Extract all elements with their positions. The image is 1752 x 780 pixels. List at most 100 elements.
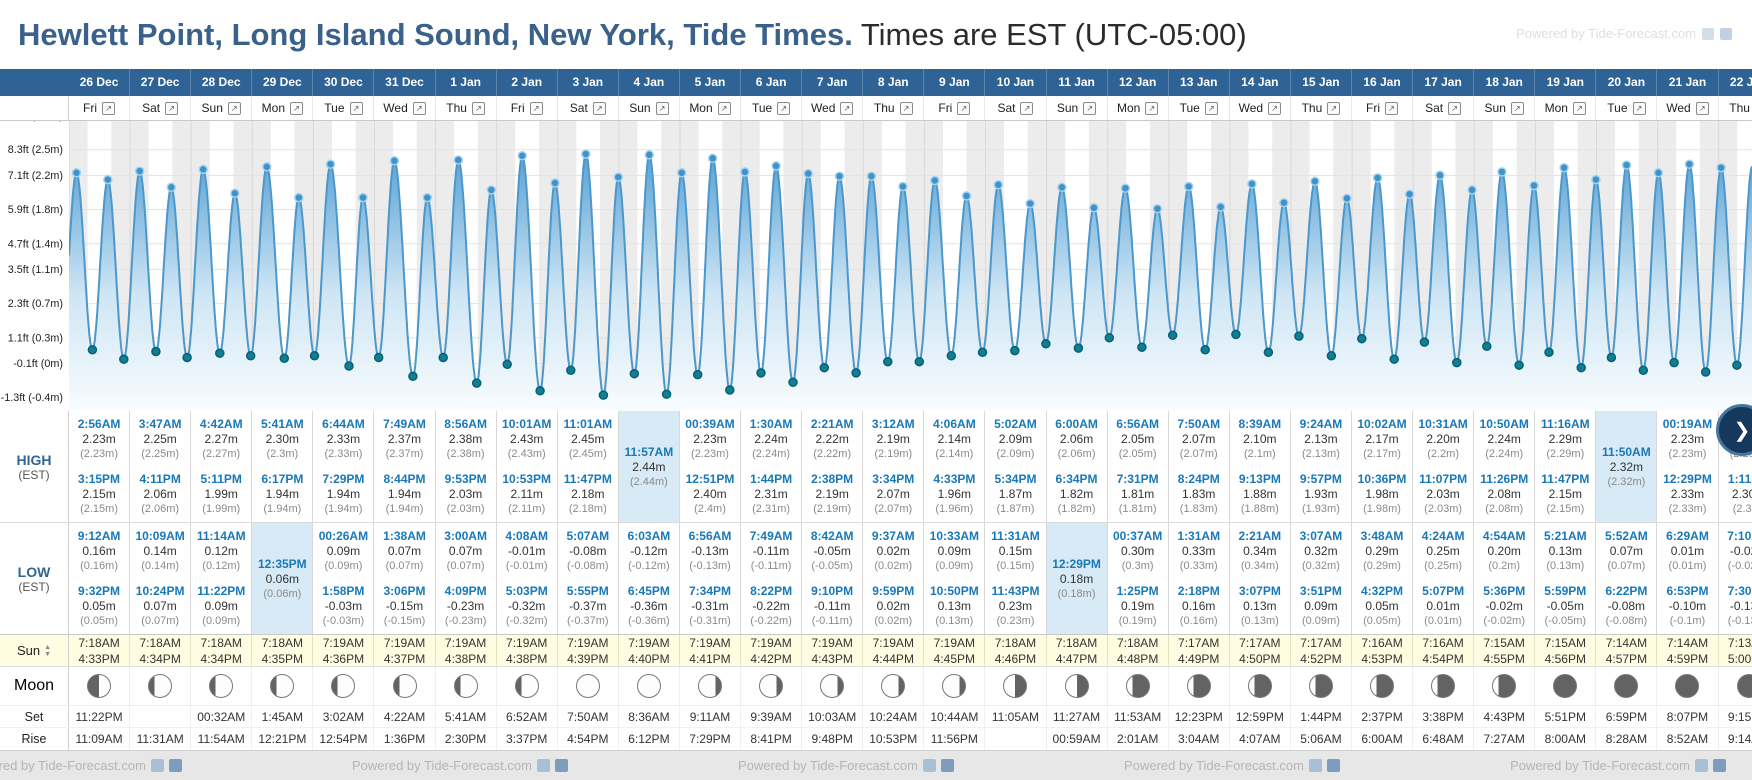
share-icon[interactable] (536, 759, 550, 772)
sunset-time: 4:57PM (1605, 652, 1648, 666)
share-icon[interactable] (554, 759, 568, 772)
sunset-time: 4:38PM (444, 652, 487, 666)
expand-day-icon[interactable]: ↗ (957, 101, 971, 115)
expand-day-icon[interactable]: ↗ (1020, 101, 1034, 115)
weekday-cell: Tue ↗ (1169, 96, 1230, 120)
expand-day-icon[interactable]: ↗ (1145, 101, 1159, 115)
tide-height-alt: (2.31m) (752, 503, 791, 516)
high-tide-entry: 6:17PM 1.94m (1.94m) (252, 467, 312, 523)
high-tide-entry: 4:11PM 2.06m (2.06m) (130, 467, 190, 523)
scroll-next-button[interactable]: ❯ (1716, 404, 1752, 456)
expand-day-icon[interactable]: ↗ (592, 101, 606, 115)
sun-cell: 7:19AM 4:43PM (802, 635, 864, 666)
low-tide-dot (1700, 367, 1711, 377)
tide-height-alt: (0.05m) (1363, 615, 1401, 628)
low-tide-entry: 7:10AM-0.02m(-0.02m) (1719, 523, 1752, 579)
low-tide-dot (182, 352, 192, 363)
low-tide-cell: 7:49AM -0.11m (-0.11m) 8:22PM -0.22m (-0.22m) (741, 523, 803, 634)
expand-day-icon[interactable]: ↗ (1268, 101, 1282, 115)
high-tide-entry: 10:31AM 2.20m (2.2m) (1413, 411, 1473, 467)
expand-day-icon[interactable]: ↗ (1695, 101, 1709, 115)
tide-height-m: 1.87m (998, 487, 1033, 502)
expand-day-icon[interactable]: ↗ (102, 101, 116, 115)
share-icon[interactable] (940, 759, 954, 772)
high-tide-entry: 6:34PM 1.82m (1.82m) (1047, 467, 1107, 523)
share-icon[interactable] (922, 759, 936, 772)
expand-day-icon[interactable]: ↗ (412, 101, 426, 115)
y-axis-tick-label: 9.5ft (2.9m) (8, 121, 63, 122)
expand-day-icon[interactable]: ↗ (227, 101, 241, 115)
tide-height-alt: (2.08m) (1485, 503, 1524, 516)
tide-height-m: -0.03m (324, 599, 363, 614)
tide-time: 9:53PM (444, 472, 487, 487)
tide-time: 6:56AM (1116, 416, 1159, 431)
expand-day-icon[interactable]: ↗ (290, 101, 303, 115)
share-icon[interactable] (150, 759, 164, 772)
tide-height-m: 0.09m (1304, 599, 1338, 614)
low-tide-dot (87, 345, 98, 355)
sun-cell: 7:15AM 4:56PM (1535, 635, 1597, 666)
low-tide-entry: 3:51PM 0.09m (0.09m) (1291, 579, 1351, 635)
share-icon[interactable] (1308, 759, 1322, 772)
sun-cell: 7:19AM 4:42PM (741, 635, 803, 666)
sunrise-time: 7:19AM (689, 636, 731, 650)
moon-label: Moon (13, 677, 55, 694)
expand-day-icon[interactable]: ↗ (1327, 101, 1341, 115)
expand-day-icon[interactable]: ↗ (899, 101, 913, 115)
share-icon[interactable] (1712, 759, 1726, 772)
high-tide-cell: 3:47AM 2.25m (2.25m) 4:11PM 2.06m (2.06m) (130, 411, 192, 523)
expand-day-icon[interactable]: ↗ (1632, 101, 1646, 115)
tide-time: 3:15PM (78, 472, 121, 487)
moon-phase-icon (881, 674, 906, 698)
tide-height-m: 0.13m (937, 599, 972, 614)
moonrise-time: 11:09AM (69, 728, 131, 750)
sunrise-time: 7:17AM (1239, 636, 1281, 650)
expand-day-icon[interactable]: ↗ (1204, 101, 1218, 115)
share-icon[interactable] (1326, 759, 1340, 772)
expand-day-icon[interactable]: ↗ (1510, 101, 1524, 115)
expand-day-icon[interactable]: ↗ (349, 101, 363, 115)
moonrise-time: 8:41PM (741, 728, 803, 750)
low-tide-entry: 6:56AM -0.13m (-0.13m) (680, 523, 740, 579)
low-tide-entry: 9:37AM 0.02m (0.02m) (863, 523, 923, 579)
weekday-cell: Mon ↗ (1108, 96, 1169, 120)
expand-day-icon[interactable]: ↗ (1448, 101, 1462, 115)
expand-day-icon[interactable]: ↗ (1083, 101, 1097, 115)
expand-day-icon[interactable]: ↗ (1572, 101, 1586, 115)
date-header-cell: 7 Jan (802, 69, 864, 96)
expand-day-icon[interactable]: ↗ (1385, 101, 1399, 115)
expand-day-icon[interactable]: ↗ (529, 101, 543, 115)
high-tide-dot (581, 149, 591, 159)
low-tide-entry: 10:50PM 0.13m (0.13m) (924, 579, 984, 635)
tide-height-m: -0.10m (1668, 599, 1707, 614)
high-tide-cell: 10:01AM 2.43m (2.43m) 10:53PM 2.11m (2.11m) (497, 411, 558, 522)
share-icon[interactable] (1720, 27, 1732, 40)
share-icon[interactable] (168, 759, 182, 772)
page-title-location: Hewlett Point, Long Island Sound, New Yo… (18, 16, 853, 52)
low-tide-entry: 8:42AM -0.05m (-0.05m) (802, 523, 862, 579)
expand-day-icon[interactable]: ↗ (471, 101, 485, 115)
weekday-label: Thu (446, 101, 467, 115)
moon-cell (1352, 667, 1414, 705)
expand-day-icon[interactable]: ↗ (717, 101, 731, 115)
expand-day-icon[interactable]: ↗ (777, 101, 791, 115)
tide-time: 5:02AM (994, 416, 1037, 431)
share-icon[interactable] (1694, 759, 1708, 772)
tide-height-alt: (1.82m) (1057, 503, 1096, 516)
tide-height-m: -0.11m (752, 543, 790, 558)
expand-day-icon[interactable]: ↗ (840, 101, 854, 115)
share-icon[interactable] (1702, 27, 1714, 40)
tide-height-alt: (1.94m) (263, 503, 302, 516)
tide-time: 1:31AM (1177, 528, 1221, 543)
tide-time: 8:56AM (444, 416, 487, 431)
tide-height-alt: (0.01m) (1424, 615, 1463, 628)
expand-day-icon[interactable]: ↗ (655, 101, 669, 115)
expand-day-icon[interactable]: ↗ (165, 101, 179, 115)
tide-height-m: 2.24m (1487, 431, 1521, 446)
tide-time: 3:07PM (1238, 584, 1281, 599)
tide-height-alt: (0.07m) (1607, 559, 1646, 572)
low-tide-dot (1576, 362, 1586, 373)
tide-time: 10:50PM (930, 584, 979, 599)
low-tide-cell: 10:33AM 0.09m (0.09m) 10:50PM 0.13m (0.13m) (924, 523, 986, 635)
date-header-cell: 3 Jan (558, 69, 619, 96)
